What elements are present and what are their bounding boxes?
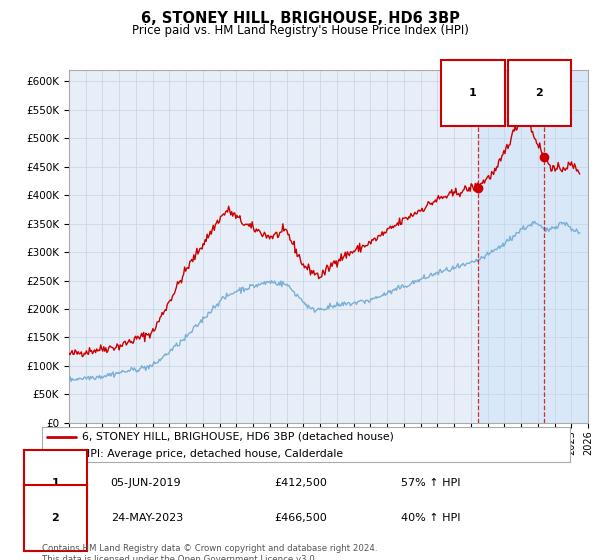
Text: 05-JUN-2019: 05-JUN-2019	[110, 478, 181, 488]
Text: £412,500: £412,500	[274, 478, 327, 488]
Text: 2: 2	[52, 513, 59, 523]
Text: 40% ↑ HPI: 40% ↑ HPI	[401, 513, 461, 523]
Text: Contains HM Land Registry data © Crown copyright and database right 2024.
This d: Contains HM Land Registry data © Crown c…	[42, 544, 377, 560]
Text: HPI: Average price, detached house, Calderdale: HPI: Average price, detached house, Cald…	[82, 449, 343, 459]
Text: 6, STONEY HILL, BRIGHOUSE, HD6 3BP (detached house): 6, STONEY HILL, BRIGHOUSE, HD6 3BP (deta…	[82, 432, 394, 442]
Text: 6, STONEY HILL, BRIGHOUSE, HD6 3BP: 6, STONEY HILL, BRIGHOUSE, HD6 3BP	[140, 11, 460, 26]
Bar	[478, 70, 588, 423]
Text: £466,500: £466,500	[274, 513, 327, 523]
Text: Price paid vs. HM Land Registry's House Price Index (HPI): Price paid vs. HM Land Registry's House …	[131, 24, 469, 36]
Text: 2: 2	[535, 88, 543, 98]
Text: 1: 1	[52, 478, 59, 488]
Text: 57% ↑ HPI: 57% ↑ HPI	[401, 478, 461, 488]
Text: 1: 1	[469, 88, 477, 98]
Text: 24-MAY-2023: 24-MAY-2023	[110, 513, 183, 523]
